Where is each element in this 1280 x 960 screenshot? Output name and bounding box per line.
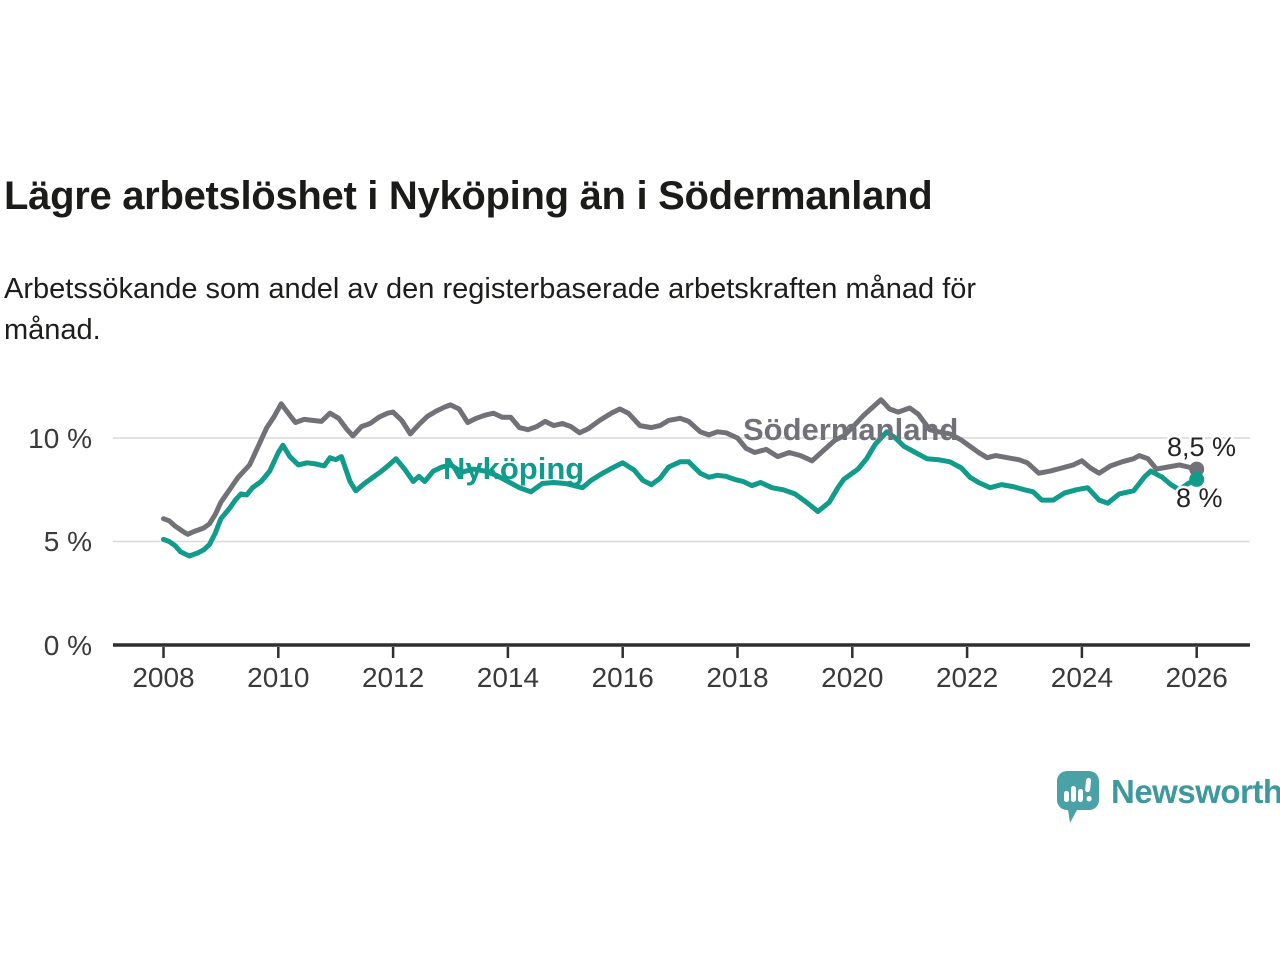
end-dot-nykoping — [1189, 471, 1205, 487]
y-tick-label-0: 0 % — [44, 630, 92, 661]
chart-title: Lägre arbetslöshet i Nyköping än i Söder… — [4, 173, 933, 218]
x-tick-label-2024: 2024 — [1051, 662, 1113, 693]
chart-subtitle-line2: månad. — [4, 314, 101, 346]
newsworthy-brand-text: Newsworthy — [1111, 773, 1280, 810]
chart-subtitle-line1: Arbetssökande som andel av den registerb… — [4, 273, 977, 305]
x-tick-label-2012: 2012 — [362, 662, 424, 693]
chart-subtitle: Arbetssökande som andel av den registerb… — [4, 269, 1184, 351]
x-tick-label-2014: 2014 — [477, 662, 539, 693]
series-line-nykoping — [161, 429, 1200, 559]
series-label-sodermanland: Södermanland — [743, 412, 958, 447]
x-tick-label-2020: 2020 — [821, 662, 883, 693]
x-tick-label-2016: 2016 — [592, 662, 654, 693]
series-label-nykoping: Nyköping — [443, 451, 584, 486]
end-dot-sodermanland — [1189, 461, 1205, 477]
chart-plot-area — [113, 397, 1250, 658]
end-label-sodermanland: 8,5 % — [1167, 432, 1236, 462]
y-tick-label-10: 10 % — [28, 423, 92, 454]
x-tick-label-2026: 2026 — [1166, 662, 1228, 693]
end-label-nykoping: 8 % — [1176, 483, 1223, 513]
x-tick-label-2018: 2018 — [706, 662, 768, 693]
newsworthy-brand: Newsworthy — [1056, 770, 1280, 826]
logo-bar-chart-icon — [1064, 778, 1092, 802]
series-line-sodermanland — [161, 397, 1200, 537]
x-tick-label-2022: 2022 — [936, 662, 998, 693]
x-tick-label-2008: 2008 — [132, 662, 194, 693]
x-tick-label-2010: 2010 — [247, 662, 309, 693]
y-tick-label-5: 5 % — [44, 526, 92, 557]
newsworthy-logo-icon — [1057, 771, 1099, 823]
